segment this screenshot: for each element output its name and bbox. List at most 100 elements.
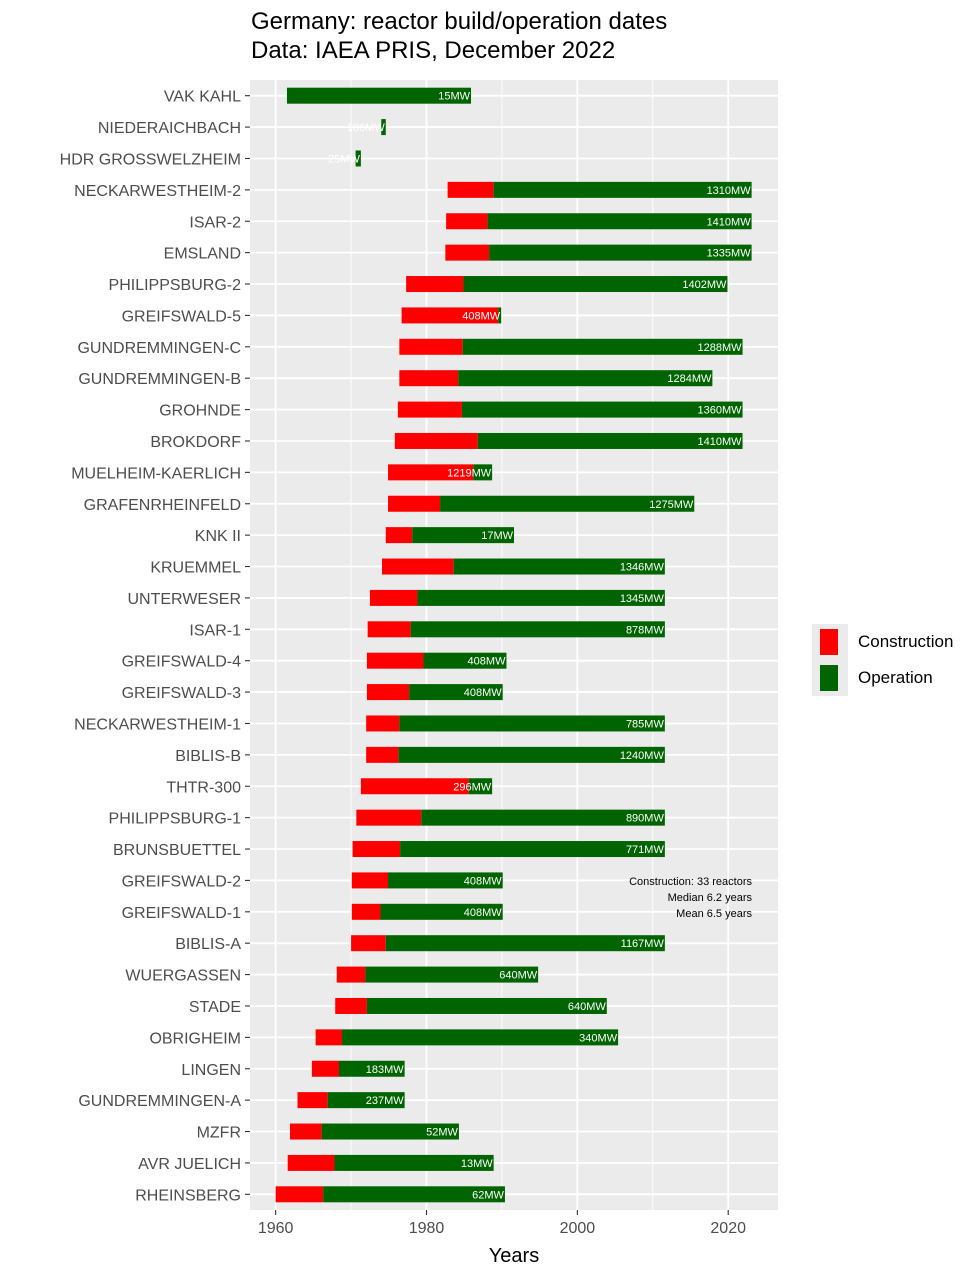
operation-bar [487,213,752,230]
capacity-label: 17MW [481,530,513,542]
capacity-label: 1346MW [620,562,665,574]
x-axis-title: Years [489,1245,539,1267]
construction-bar [356,809,422,826]
operation-bar [463,276,728,293]
chart-title-line: Germany: reactor build/operation dates [251,8,668,35]
legend-item-construction: Construction [812,624,960,660]
y-tick-label: GRAFENRHEINFELD [84,497,241,514]
operation-bar [399,715,665,732]
operation-bar [477,432,743,449]
construction-bar [351,903,381,920]
operation-bar [398,746,665,763]
y-tick-label: MZFR [197,1125,241,1142]
y-tick-label: GUNDREMMINGEN-C [77,340,241,357]
operation-bar [342,1029,619,1046]
x-tick-label: 2020 [710,1220,746,1237]
construction-bar [367,621,411,638]
operation-bar [366,997,607,1014]
chart-title: Germany: reactor build/operation dates D… [251,7,667,65]
y-tick-label: NECKARWESTHEIM-2 [74,183,241,200]
construction-bar [360,778,469,795]
capacity-label: 15MW [438,91,470,103]
capacity-label: 1310MW [707,185,752,197]
operation-bar [409,684,503,701]
y-tick-label: KRUEMMEL [150,560,241,577]
y-tick-label: BRUNSBUETTEL [113,842,241,859]
construction-bar [287,1154,335,1171]
y-tick-label: GREIFSWALD-3 [122,685,242,702]
operation-bar [489,244,752,261]
construction-bar [399,370,459,387]
plot-panel [250,80,778,1210]
legend-swatch-operation [820,665,838,691]
x-tick-label: 1960 [258,1220,294,1237]
capacity-label: 408MW [464,907,503,919]
operation-bar [334,1154,494,1171]
y-tick-label: LINGEN [181,1062,241,1079]
construction-bar [315,1029,343,1046]
y-tick-label: THTR-300 [166,779,241,796]
chart-subtitle-line: Data: IAEA PRIS, December 2022 [251,37,616,64]
y-tick-label: VAK KAHL [164,89,241,106]
y-tick-label: GREIFSWALD-4 [122,654,242,671]
operation-bar [388,872,503,889]
capacity-label: 878MW [626,624,665,636]
capacity-label: 640MW [499,970,538,982]
construction-bar [351,935,386,952]
operation-bar [421,809,665,826]
operation-bar [458,370,713,387]
construction-bar [336,966,366,983]
operation-bar [365,966,539,983]
y-tick-label: ISAR-1 [189,622,241,639]
y-tick-label: BIBLIS-B [175,748,241,765]
y-tick-label: HDR GROSSWELZHEIM [60,151,241,168]
capacity-label: 237MW [366,1095,405,1107]
legend: Construction Operation [812,624,960,696]
y-tick-label: BIBLIS-A [175,936,241,953]
capacity-label: 25MW [328,153,360,165]
capacity-label: 890MW [626,813,665,825]
construction-bar [352,841,401,858]
construction-bar [447,181,494,198]
construction-bar [366,652,424,669]
construction-bar [401,307,499,324]
capacity-label: 1288MW [698,342,743,354]
y-tick-label: GREIFSWALD-1 [122,905,242,922]
capacity-label: 62MW [472,1189,504,1201]
legend-key [812,660,848,696]
construction-bar [385,527,413,544]
operation-bar [321,1123,459,1140]
legend-swatch-construction [820,629,838,655]
construction-bar [351,872,389,889]
y-tick-label: RHEINSBERG [135,1187,241,1204]
annotation-line: Mean 6.5 years [676,908,752,920]
capacity-label: 1402MW [682,279,727,291]
capacity-label: 183MW [366,1064,405,1076]
operation-bar [462,338,743,355]
construction-bar [289,1123,322,1140]
operation-bar [440,495,695,512]
operation-bar [493,181,752,198]
y-tick-label: GUNDREMMINGEN-A [78,1093,241,1110]
capacity-label: 785MW [626,718,665,730]
capacity-label: 640MW [568,1001,607,1013]
x-tick-label: 1980 [409,1220,445,1237]
capacity-label: 1240MW [620,750,665,762]
y-tick-label: MUELHEIM-KAERLICH [71,465,241,482]
operation-bar [327,1092,405,1109]
construction-bar [369,589,418,606]
y-tick-label: STADE [189,999,241,1016]
capacity-label: 1345MW [620,593,665,605]
annotation-line: Median 6.2 years [668,892,753,904]
capacity-label: 1335MW [707,248,752,260]
y-tick-label: EMSLAND [164,246,241,263]
y-tick-label: NIEDERAICHBACH [98,120,241,137]
operation-bar [498,307,502,324]
capacity-label: 1410MW [698,436,743,448]
operation-bar [339,1060,405,1077]
y-tick-label: GREIFSWALD-5 [122,308,242,325]
legend-label-construction: Construction [858,632,954,651]
capacity-label: 1410MW [707,216,752,228]
y-tick-label: PHILIPPSBURG-1 [109,811,242,828]
